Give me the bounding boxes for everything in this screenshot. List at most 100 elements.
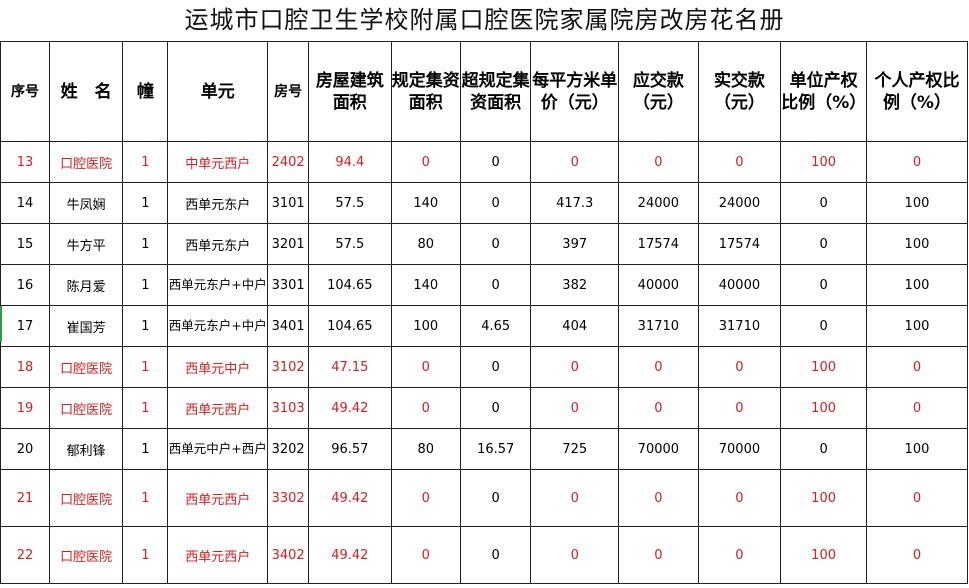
cell-serial[interactable]: 22 — [0, 526, 50, 584]
cell-unit-price[interactable]: 404 — [530, 305, 620, 347]
header-amount-due[interactable]: 应交款（元） — [618, 41, 699, 142]
cell-unit-price[interactable]: 725 — [530, 428, 620, 470]
cell-unit-ownership[interactable]: 0 — [780, 264, 867, 306]
cell-unit-price[interactable]: 0 — [530, 387, 620, 429]
header-personal-ownership[interactable]: 个人产权比例（%） — [865, 41, 969, 142]
cell-name[interactable]: 口腔医院 — [48, 469, 124, 527]
cell-amount-due[interactable]: 70000 — [618, 428, 699, 470]
cell-unit-price[interactable]: 0 — [530, 469, 620, 527]
cell-name[interactable]: 口腔医院 — [48, 346, 124, 388]
cell-area[interactable]: 57.5 — [308, 223, 392, 265]
cell-area[interactable]: 49.42 — [308, 526, 392, 584]
cell-over-area[interactable]: 0 — [459, 469, 532, 527]
cell-amount-due[interactable]: 0 — [618, 141, 699, 183]
cell-amount-due[interactable]: 17574 — [618, 223, 699, 265]
cell-room[interactable]: 3301 — [267, 264, 310, 306]
cell-serial[interactable]: 20 — [0, 428, 50, 470]
cell-amount-due[interactable]: 0 — [618, 526, 699, 584]
cell-room[interactable]: 3101 — [267, 182, 310, 224]
cell-standard-area[interactable]: 140 — [390, 182, 461, 224]
cell-room[interactable]: 3401 — [267, 305, 310, 347]
cell-unit[interactable]: 西单元西户 — [167, 469, 269, 527]
cell-unit-ownership[interactable]: 100 — [780, 346, 867, 388]
cell-serial[interactable]: 17 — [0, 305, 50, 347]
cell-unit[interactable]: 中单元西户 — [167, 141, 269, 183]
cell-unit-ownership[interactable]: 0 — [780, 428, 867, 470]
cell-room[interactable]: 3202 — [267, 428, 310, 470]
cell-amount-paid[interactable]: 17574 — [697, 223, 782, 265]
cell-building[interactable]: 1 — [122, 428, 169, 470]
cell-serial[interactable]: 19 — [0, 387, 50, 429]
cell-area[interactable]: 47.15 — [308, 346, 392, 388]
cell-serial[interactable]: 16 — [0, 264, 50, 306]
cell-building[interactable]: 1 — [122, 182, 169, 224]
cell-unit-ownership[interactable]: 100 — [780, 141, 867, 183]
cell-amount-paid[interactable]: 70000 — [697, 428, 782, 470]
cell-room[interactable]: 3402 — [267, 526, 310, 584]
cell-unit-price[interactable]: 382 — [530, 264, 620, 306]
cell-personal-ownership[interactable]: 0 — [865, 141, 969, 183]
cell-over-area[interactable]: 0 — [459, 182, 532, 224]
header-room[interactable]: 房号 — [267, 41, 310, 142]
cell-unit-price[interactable]: 417.3 — [530, 182, 620, 224]
cell-unit-ownership[interactable]: 100 — [780, 469, 867, 527]
cell-amount-due[interactable]: 0 — [618, 346, 699, 388]
cell-amount-paid[interactable]: 0 — [697, 526, 782, 584]
cell-amount-due[interactable]: 40000 — [618, 264, 699, 306]
header-serial[interactable]: 序号 — [0, 41, 50, 142]
cell-personal-ownership[interactable]: 100 — [865, 428, 969, 470]
cell-unit-price[interactable]: 0 — [530, 141, 620, 183]
cell-room[interactable]: 3102 — [267, 346, 310, 388]
cell-standard-area[interactable]: 0 — [390, 387, 461, 429]
cell-personal-ownership[interactable]: 100 — [865, 305, 969, 347]
cell-unit-ownership[interactable]: 100 — [780, 526, 867, 584]
cell-personal-ownership[interactable]: 100 — [865, 264, 969, 306]
cell-over-area[interactable]: 4.65 — [459, 305, 532, 347]
cell-amount-paid[interactable]: 0 — [697, 141, 782, 183]
cell-amount-due[interactable]: 0 — [618, 469, 699, 527]
header-unit[interactable]: 单元 — [167, 41, 269, 142]
header-building[interactable]: 幢 — [122, 41, 169, 142]
cell-area[interactable]: 57.5 — [308, 182, 392, 224]
cell-standard-area[interactable]: 0 — [390, 526, 461, 584]
cell-area[interactable]: 104.65 — [308, 264, 392, 306]
cell-personal-ownership[interactable]: 0 — [865, 387, 969, 429]
cell-room[interactable]: 3201 — [267, 223, 310, 265]
cell-personal-ownership[interactable]: 0 — [865, 346, 969, 388]
cell-unit-price[interactable]: 397 — [530, 223, 620, 265]
cell-personal-ownership[interactable]: 100 — [865, 182, 969, 224]
cell-over-area[interactable]: 0 — [459, 387, 532, 429]
cell-area[interactable]: 96.57 — [308, 428, 392, 470]
cell-serial[interactable]: 18 — [0, 346, 50, 388]
cell-serial[interactable]: 14 — [0, 182, 50, 224]
cell-amount-due[interactable]: 31710 — [618, 305, 699, 347]
cell-personal-ownership[interactable]: 100 — [865, 223, 969, 265]
cell-room[interactable]: 3103 — [267, 387, 310, 429]
cell-unit[interactable]: 西单元中户 — [167, 346, 269, 388]
cell-area[interactable]: 104.65 — [308, 305, 392, 347]
cell-name[interactable]: 口腔医院 — [48, 387, 124, 429]
cell-over-area[interactable]: 16.57 — [459, 428, 532, 470]
cell-name[interactable]: 郁利锋 — [48, 428, 124, 470]
cell-amount-due[interactable]: 24000 — [618, 182, 699, 224]
cell-unit-ownership[interactable]: 0 — [780, 305, 867, 347]
cell-name[interactable]: 口腔医院 — [48, 141, 124, 183]
cell-unit[interactable]: 西单元东户+中户 — [167, 264, 269, 306]
cell-name[interactable]: 口腔医院 — [48, 526, 124, 584]
cell-room[interactable]: 3302 — [267, 469, 310, 527]
cell-building[interactable]: 1 — [122, 469, 169, 527]
cell-amount-paid[interactable]: 31710 — [697, 305, 782, 347]
cell-area[interactable]: 94.4 — [308, 141, 392, 183]
cell-serial[interactable]: 15 — [0, 223, 50, 265]
header-amount-paid[interactable]: 实交款（元） — [697, 41, 782, 142]
cell-area[interactable]: 49.42 — [308, 469, 392, 527]
cell-unit-price[interactable]: 0 — [530, 346, 620, 388]
header-name[interactable]: 姓 名 — [48, 41, 124, 142]
cell-unit-ownership[interactable]: 0 — [780, 182, 867, 224]
header-unit-price[interactable]: 每平方米单价（元） — [530, 41, 620, 142]
cell-unit-ownership[interactable]: 100 — [780, 387, 867, 429]
cell-building[interactable]: 1 — [122, 223, 169, 265]
cell-amount-due[interactable]: 0 — [618, 387, 699, 429]
cell-amount-paid[interactable]: 24000 — [697, 182, 782, 224]
cell-name[interactable]: 牛凤娴 — [48, 182, 124, 224]
